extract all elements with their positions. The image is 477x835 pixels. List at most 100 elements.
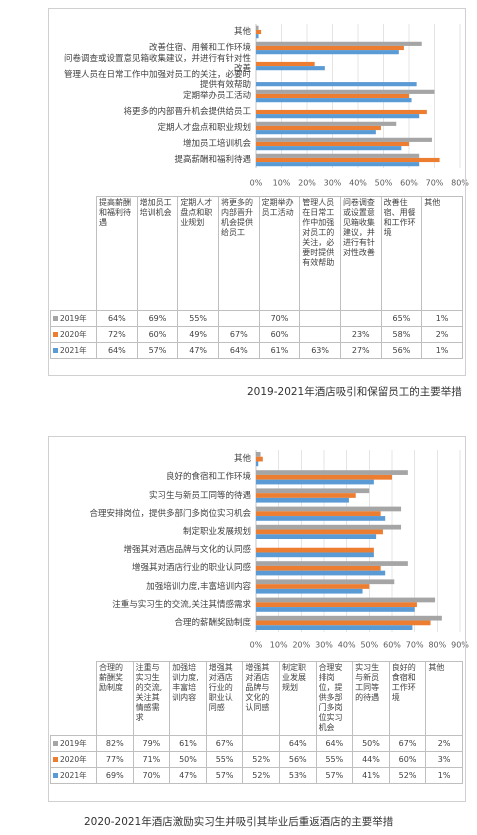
column-header: 其他 [425, 661, 463, 736]
table-cell [242, 735, 280, 752]
table-cell: 1% [425, 767, 463, 784]
legend-swatch [53, 332, 58, 337]
bar [256, 452, 261, 457]
bar [256, 524, 402, 530]
bar [256, 474, 392, 480]
table-cell: 63% [299, 342, 341, 359]
bar [256, 162, 420, 167]
bar [256, 456, 263, 462]
table-cell: 1% [421, 342, 463, 359]
x-tick-label: 50% [375, 179, 393, 188]
bar [256, 607, 415, 612]
bar [256, 602, 417, 608]
column-header: 合理的薪酬奖励制度 [96, 661, 134, 736]
table-cell: 64% [315, 735, 354, 752]
x-tick-label: 0% [250, 179, 263, 188]
bar [256, 620, 431, 626]
x-tick-label: 80% [428, 641, 446, 650]
category-label: 管理人员在日常工作中加强对员工的关注，必要时提供有效帮助 [63, 70, 251, 90]
bar [256, 470, 408, 475]
table-cell: 70% [132, 767, 171, 784]
table-cell: 52% [388, 767, 427, 784]
legend-cell: 2021年 [50, 767, 97, 784]
bar [256, 157, 440, 163]
column-header: 管理人员在日常工作中加强对员工的关注，必要时提供有效帮助 [299, 196, 341, 311]
bar [256, 50, 399, 55]
bar [256, 497, 349, 503]
legend-cell: 2020年 [50, 326, 97, 343]
table-cell [299, 326, 341, 343]
bar [256, 529, 383, 535]
category-label: 增加员工培训机会 [182, 139, 251, 149]
table-row: 2020年 72% 60% 49% 67% 60% 23% 58% 2% [50, 326, 463, 343]
table-row: 2021年 69% 70% 47% 57% 52% 53% 57% 41% 52% 1% [50, 767, 463, 784]
table-cell: 60% [136, 326, 179, 343]
table-cell: 3% [425, 751, 463, 768]
category-label: 提高薪酬和福利待遇 [174, 155, 251, 165]
table-cell: 79% [132, 735, 171, 752]
table-cell: 64% [278, 735, 317, 752]
category-label: 定期举办员工活动 [182, 91, 251, 101]
column-header: 加强培训力度,丰富培训内容 [169, 661, 207, 736]
category-label: 合理安排岗位，提供多部门多岗位实习机会 [89, 508, 251, 519]
category-label: 其他 [233, 454, 251, 465]
table-cell: 71% [132, 751, 171, 768]
legend-label: 2021年 [60, 770, 87, 780]
table-cell: 56% [278, 751, 317, 768]
table-cell: 50% [352, 735, 390, 752]
table-row: 2019年 64% 69% 55% 70% 65% 1% [50, 310, 463, 327]
x-tick-label: 50% [360, 641, 378, 650]
table-cell: 23% [339, 326, 382, 343]
table-cell: 72% [96, 326, 138, 343]
bar [256, 516, 386, 521]
chart-caption: 2020-2021年酒店激励实习生并吸引其毕业后重返酒店的主要举措 [84, 816, 394, 828]
header-row: 合理的薪酬奖励制度 注重与实习生的交流,关注其情感需求 加强培训力度,丰富培训内容增… [50, 661, 463, 736]
table-cell: 2% [425, 735, 463, 752]
bar [256, 570, 386, 576]
corner-cell [50, 661, 97, 736]
category-label: 定期人才盘点和职业规划 [157, 123, 251, 133]
bar [256, 125, 381, 131]
data-table: 合理的薪酬奖励制度 注重与实习生的交流,关注其情感需求 加强培训力度,丰富培训内容增… [50, 661, 463, 784]
legend-swatch [53, 348, 58, 353]
bar [256, 625, 413, 630]
bar [256, 584, 370, 589]
legend-label: 2019年 [60, 313, 87, 323]
x-tick-label: 30% [315, 641, 333, 650]
column-header: 增加员工培训机会 [136, 196, 179, 311]
x-tick-label: 70% [406, 641, 424, 650]
legend-cell: 2019年 [50, 735, 97, 752]
bar [256, 137, 432, 142]
corner-cell [50, 196, 97, 311]
table-cell: 56% [380, 342, 423, 359]
chart-frame [48, 8, 466, 376]
bar [256, 479, 374, 485]
table-cell: 60% [258, 326, 301, 343]
table-cell: 55% [177, 310, 219, 327]
bar [256, 41, 422, 46]
bar [256, 109, 427, 115]
bar [256, 506, 402, 512]
x-tick-label: 40% [338, 641, 356, 650]
x-tick-label: 0% [250, 641, 263, 650]
table-cell: 57% [315, 767, 354, 784]
table-cell: 64% [96, 342, 138, 359]
x-tick-label: 60% [383, 641, 401, 650]
legend-label: 2020年 [60, 329, 87, 339]
table-cell [339, 310, 382, 327]
bar [256, 561, 408, 566]
legend-label: 2020年 [60, 754, 87, 764]
bar [256, 61, 315, 67]
legend-cell: 2019年 [50, 310, 97, 327]
x-tick-label: 10% [273, 179, 291, 188]
bar [256, 552, 374, 558]
table-cell: 58% [380, 326, 423, 343]
table-cell: 47% [169, 767, 207, 784]
legend-cell: 2020年 [50, 751, 97, 768]
table-cell: 27% [339, 342, 382, 359]
bar [256, 89, 435, 94]
table-cell: 41% [352, 767, 390, 784]
chart-frame [48, 436, 466, 802]
